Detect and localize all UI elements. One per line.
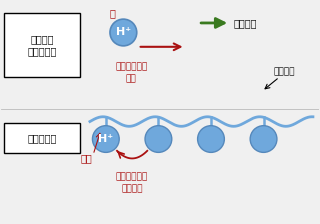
Text: 高分子酸型: 高分子酸型 bbox=[28, 133, 57, 143]
Circle shape bbox=[145, 126, 172, 152]
Circle shape bbox=[250, 126, 277, 152]
FancyBboxPatch shape bbox=[4, 123, 80, 153]
Text: 水素イオンの
受け渡し: 水素イオンの 受け渡し bbox=[116, 172, 148, 193]
Text: 液体酸型
（従来法）: 液体酸型 （従来法） bbox=[28, 34, 57, 56]
Circle shape bbox=[110, 19, 137, 46]
Text: 酸基: 酸基 bbox=[81, 153, 92, 163]
Text: 酸: 酸 bbox=[109, 9, 115, 18]
Text: 酸の漏出: 酸の漏出 bbox=[233, 18, 257, 28]
Text: 高分子鎖: 高分子鎖 bbox=[274, 68, 295, 77]
Circle shape bbox=[92, 126, 119, 152]
Text: H⁺: H⁺ bbox=[116, 28, 131, 37]
Text: 水素イオンの
移動: 水素イオンの 移動 bbox=[115, 63, 148, 84]
FancyBboxPatch shape bbox=[4, 13, 80, 77]
Text: H⁺: H⁺ bbox=[98, 134, 113, 144]
Circle shape bbox=[197, 126, 224, 152]
